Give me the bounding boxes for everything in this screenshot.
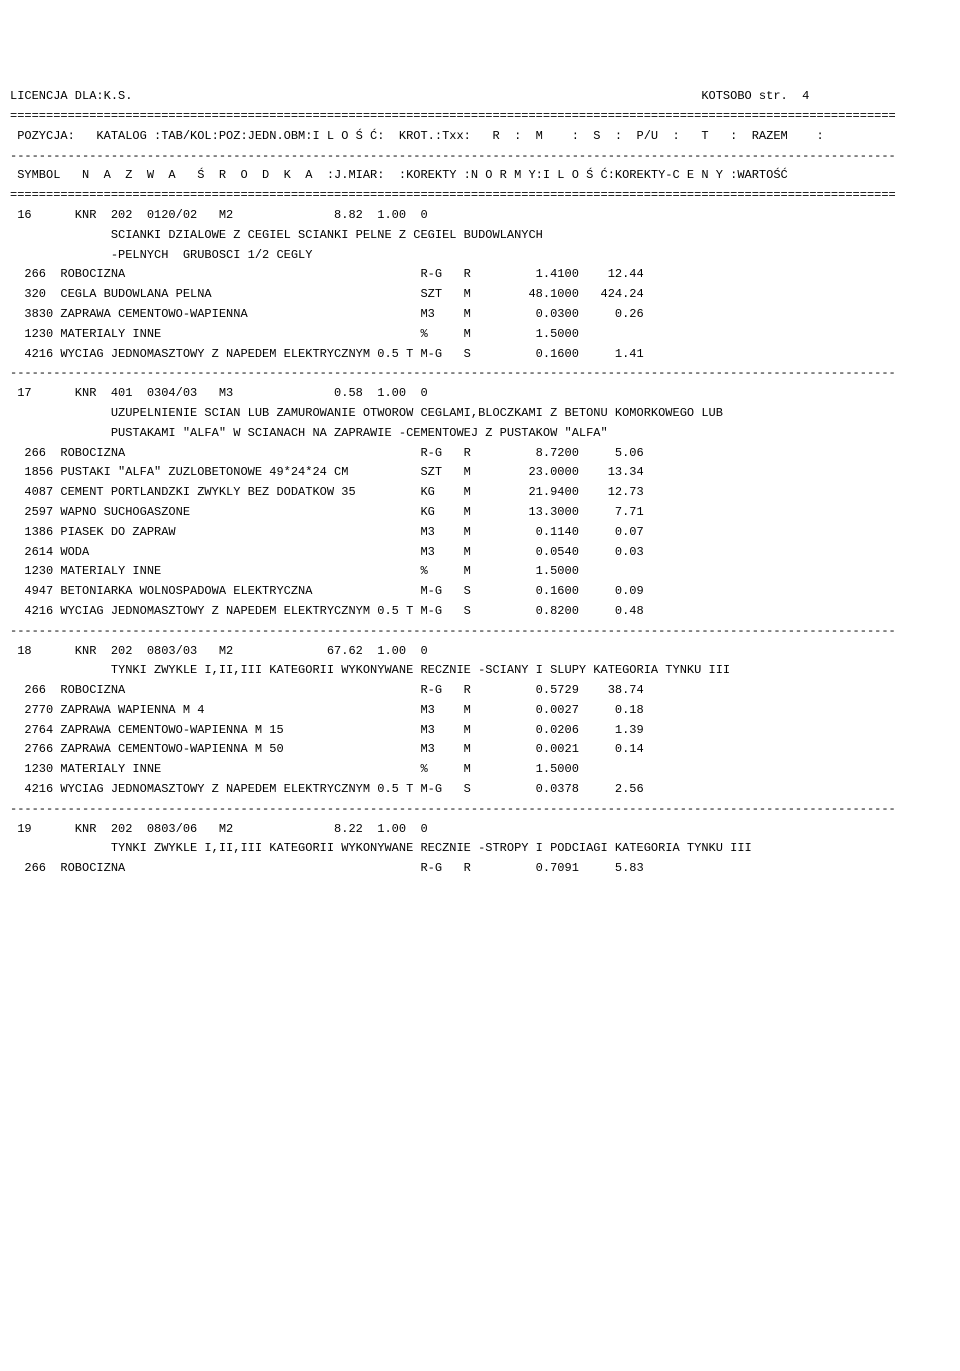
text-line: PUSTAKAMI "ALFA" W SCIANACH NA ZAPRAWIE … xyxy=(10,424,950,444)
text-line: 19 KNR 202 0803/06 M2 8.22 1.00 0 xyxy=(10,820,950,840)
text-line: 1230 MATERIALY INNE % M 1.5000 xyxy=(10,562,950,582)
text-line: ========================================… xyxy=(10,107,950,127)
text-line: TYNKI ZWYKLE I,II,III KATEGORII WYKONYWA… xyxy=(10,839,950,859)
text-line: 4216 WYCIAG JEDNOMASZTOWY Z NAPEDEM ELEK… xyxy=(10,780,950,800)
text-line: 266 ROBOCIZNA R-G R 1.4100 12.44 xyxy=(10,265,950,285)
text-line: SYMBOL N A Z W A Ś R O D K A :J.MIAR: :K… xyxy=(10,166,950,186)
text-line: ========================================… xyxy=(10,186,950,206)
text-line: 1386 PIASEK DO ZAPRAW M3 M 0.1140 0.07 xyxy=(10,523,950,543)
text-line: POZYCJA: KATALOG :TAB/KOL:POZ:JEDN.OBM:I… xyxy=(10,127,950,147)
text-line: 2597 WAPNO SUCHOGASZONE KG M 13.3000 7.7… xyxy=(10,503,950,523)
text-line: 4216 WYCIAG JEDNOMASZTOWY Z NAPEDEM ELEK… xyxy=(10,345,950,365)
text-line: 2614 WODA M3 M 0.0540 0.03 xyxy=(10,543,950,563)
text-line: LICENCJA DLA:K.S. KOTSOBO str. 4 xyxy=(10,87,950,107)
text-line: 266 ROBOCIZNA R-G R 0.7091 5.83 xyxy=(10,859,950,879)
text-line: ----------------------------------------… xyxy=(10,800,950,820)
text-line: 2764 ZAPRAWA CEMENTOWO-WAPIENNA M 15 M3 … xyxy=(10,721,950,741)
text-line: 4947 BETONIARKA WOLNOSPADOWA ELEKTRYCZNA… xyxy=(10,582,950,602)
text-line: TYNKI ZWYKLE I,II,III KATEGORII WYKONYWA… xyxy=(10,661,950,681)
text-line: -PELNYCH GRUBOSCI 1/2 CEGLY xyxy=(10,246,950,266)
text-line: 1230 MATERIALY INNE % M 1.5000 xyxy=(10,760,950,780)
text-line: SCIANKI DZIALOWE Z CEGIEL SCIANKI PELNE … xyxy=(10,226,950,246)
text-line: 1230 MATERIALY INNE % M 1.5000 xyxy=(10,325,950,345)
text-line: 266 ROBOCIZNA R-G R 0.5729 38.74 xyxy=(10,681,950,701)
text-line: 4216 WYCIAG JEDNOMASZTOWY Z NAPEDEM ELEK… xyxy=(10,602,950,622)
text-line: UZUPELNIENIE SCIAN LUB ZAMUROWANIE OTWOR… xyxy=(10,404,950,424)
text-line: 3830 ZAPRAWA CEMENTOWO-WAPIENNA M3 M 0.0… xyxy=(10,305,950,325)
text-line: 1856 PUSTAKI "ALFA" ZUZLOBETONOWE 49*24*… xyxy=(10,463,950,483)
text-line: 266 ROBOCIZNA R-G R 8.7200 5.06 xyxy=(10,444,950,464)
text-line: 320 CEGLA BUDOWLANA PELNA SZT M 48.1000 … xyxy=(10,285,950,305)
text-line: 17 KNR 401 0304/03 M3 0.58 1.00 0 xyxy=(10,384,950,404)
text-line: ----------------------------------------… xyxy=(10,622,950,642)
text-line: 2766 ZAPRAWA CEMENTOWO-WAPIENNA M 50 M3 … xyxy=(10,740,950,760)
text-line: ----------------------------------------… xyxy=(10,364,950,384)
text-line: 2770 ZAPRAWA WAPIENNA M 4 M3 M 0.0027 0.… xyxy=(10,701,950,721)
text-line: 16 KNR 202 0120/02 M2 8.82 1.00 0 xyxy=(10,206,950,226)
text-line: 4087 CEMENT PORTLANDZKI ZWYKLY BEZ DODAT… xyxy=(10,483,950,503)
text-line: ----------------------------------------… xyxy=(10,147,950,167)
document-body: LICENCJA DLA:K.S. KOTSOBO str. 4========… xyxy=(10,87,950,879)
text-line: 18 KNR 202 0803/03 M2 67.62 1.00 0 xyxy=(10,642,950,662)
